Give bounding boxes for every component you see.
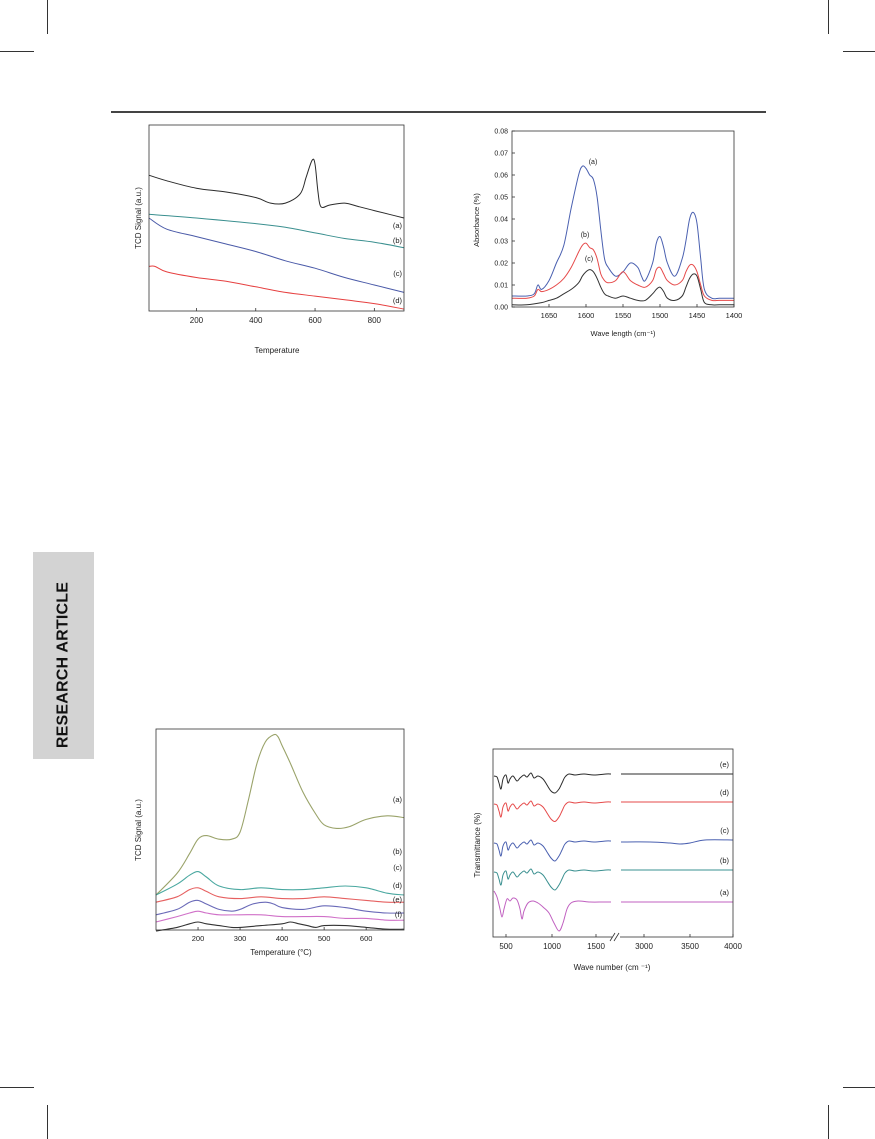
- y-tick-label: 0.01: [494, 283, 508, 290]
- plot-frame: [148, 124, 405, 312]
- series-label: (c): [720, 826, 729, 835]
- crop-mark-bl-h: [0, 1087, 34, 1088]
- series-label: (d): [720, 788, 730, 797]
- series-line: [148, 217, 405, 293]
- series-label: (b): [720, 856, 730, 865]
- plot-frame: [155, 728, 405, 931]
- crop-mark-tl-v: [47, 0, 48, 34]
- crop-mark-br-v: [828, 1105, 829, 1139]
- x-tick-label: 1450: [689, 311, 706, 320]
- x-axis-label: Temperature: [255, 346, 300, 355]
- y-tick-label: 0.00: [494, 305, 508, 312]
- y-axis-label: Absorbance (%): [472, 193, 481, 247]
- x-tick-label: 200: [190, 316, 204, 325]
- x-tick-label: 1000: [543, 942, 561, 951]
- x-tick-label: 300: [234, 934, 247, 943]
- x-axis-label: Wave number (cm ⁻¹): [574, 963, 651, 972]
- series-label: (a): [720, 888, 730, 897]
- x-tick-label: 500: [318, 934, 331, 943]
- y-tick-label: 0.04: [494, 217, 508, 224]
- series-line: [155, 887, 405, 903]
- x-tick-label: 1650: [541, 311, 558, 320]
- crop-mark-tr-v: [828, 0, 829, 34]
- side-tab: RESEARCH ARTICLE: [33, 552, 94, 759]
- y-tick-label: 0.02: [494, 261, 508, 268]
- series-line: [511, 165, 734, 300]
- series-label: (a): [589, 159, 598, 166]
- series-line: [511, 269, 734, 306]
- series-label: (f): [395, 910, 403, 919]
- series-line: [493, 839, 612, 862]
- series-label: (e): [393, 895, 403, 904]
- x-tick-label: 500: [499, 942, 513, 951]
- series-line: [493, 890, 611, 932]
- x-tick-label: 1500: [587, 942, 605, 951]
- y-tick-label: 0.06: [494, 173, 508, 180]
- series-label: (c): [393, 863, 402, 872]
- series-line: [148, 213, 405, 249]
- series-line: [493, 868, 612, 891]
- x-tick-label: 1550: [615, 311, 632, 320]
- x-tick-label: 400: [249, 316, 263, 325]
- x-tick-label: 200: [192, 934, 205, 943]
- series-label: (b): [581, 232, 590, 239]
- axis-break-mark: [609, 932, 620, 942]
- x-tick-label: 4000: [724, 942, 742, 951]
- series-line: [493, 800, 612, 823]
- crop-mark-tl-h: [0, 51, 34, 52]
- series-line: [155, 921, 405, 932]
- x-tick-label: 600: [308, 316, 322, 325]
- series-line: [511, 242, 734, 302]
- x-tick-label: 1600: [578, 311, 595, 320]
- series-label: (a): [393, 795, 403, 804]
- series-line: [148, 265, 405, 310]
- series-line: [620, 839, 734, 845]
- crop-mark-bl-v: [47, 1105, 48, 1139]
- x-tick-label: 600: [360, 934, 373, 943]
- series-line: [148, 158, 405, 219]
- y-tick-label: 0.07: [494, 151, 508, 158]
- x-tick-label: 3500: [681, 942, 699, 951]
- y-axis-label: TCD Signal (a.u.): [134, 187, 143, 249]
- series-label: (a): [393, 221, 403, 230]
- y-tick-label: 0.03: [494, 239, 508, 246]
- series-line: [155, 733, 405, 896]
- series-label: (d): [393, 881, 403, 890]
- y-tick-label: 0.08: [494, 129, 508, 136]
- series-line: [155, 871, 405, 896]
- x-tick-label: 1400: [726, 311, 743, 320]
- plot-frame: [492, 748, 734, 938]
- series-line: [155, 899, 405, 916]
- x-axis-label: Wave length (cm⁻¹): [591, 329, 656, 338]
- x-tick-label: 800: [368, 316, 382, 325]
- y-axis-label: TCD Signal (a.u.): [134, 799, 143, 861]
- x-tick-label: 3000: [635, 942, 653, 951]
- series-label: (b): [393, 236, 403, 245]
- series-line: [155, 910, 405, 923]
- series-label: (e): [720, 760, 730, 769]
- x-tick-label: 400: [276, 934, 289, 943]
- series-label: (b): [393, 847, 403, 856]
- series-label: (d): [393, 296, 403, 305]
- series-label: (c): [585, 256, 593, 263]
- y-axis-label: Transmittance (%): [473, 812, 482, 877]
- series-label: (c): [393, 269, 402, 278]
- series-line: [493, 772, 612, 794]
- crop-mark-tr-h: [843, 51, 875, 52]
- x-axis-label: Temperature (°C): [250, 948, 312, 957]
- header-rule: [111, 111, 766, 113]
- y-tick-label: 0.05: [494, 195, 508, 202]
- x-tick-label: 1500: [652, 311, 669, 320]
- crop-mark-br-h: [843, 1087, 875, 1088]
